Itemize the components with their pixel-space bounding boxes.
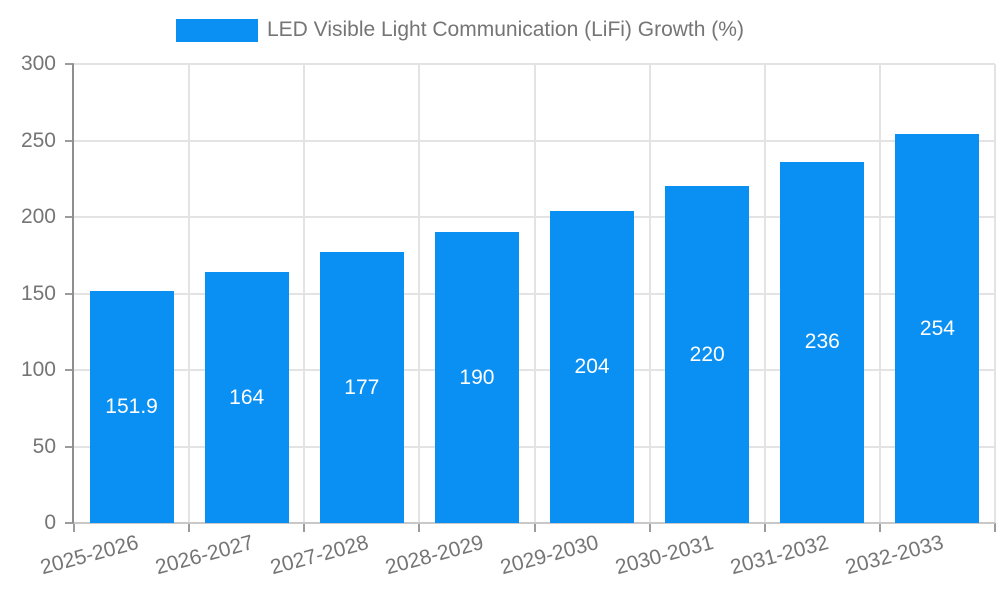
legend-label: LED Visible Light Communication (LiFi) G…	[267, 18, 744, 41]
y-axis-tick	[65, 522, 74, 524]
x-axis-tick	[73, 523, 75, 532]
x-tick-label: 2025-2026	[37, 531, 141, 580]
bar-value-label: 220	[689, 342, 725, 366]
x-tick-label: 2028-2029	[382, 531, 486, 580]
gridline-vertical	[418, 64, 421, 523]
x-tick-label: 2032-2033	[843, 531, 947, 580]
y-axis-tick	[65, 63, 74, 65]
bar-value-label: 254	[919, 316, 955, 340]
x-axis-tick	[303, 523, 306, 532]
x-axis-tick	[418, 523, 421, 532]
bar	[89, 290, 174, 523]
legend-swatch-icon	[176, 18, 258, 42]
bar-value-label: 236	[804, 330, 840, 354]
gridline-vertical	[303, 64, 306, 523]
y-axis-tick	[65, 216, 74, 218]
x-axis-tick	[648, 523, 651, 532]
y-axis-tick	[65, 292, 74, 295]
y-tick-label: 150	[20, 281, 56, 305]
y-tick-label: 200	[20, 205, 56, 228]
y-axis-tick	[65, 139, 74, 142]
y-tick-label: 300	[20, 52, 56, 75]
x-axis-tick	[188, 523, 191, 532]
bar-value-label: 177	[344, 375, 380, 399]
x-axis-line	[74, 522, 995, 524]
gridline-vertical	[994, 64, 996, 523]
bar-value-label: 151.9	[105, 394, 158, 418]
bar	[550, 210, 635, 523]
x-axis-tick	[763, 523, 766, 532]
bar	[895, 134, 980, 523]
x-tick-label: 2029-2030	[498, 531, 602, 580]
y-axis-tick	[65, 445, 74, 448]
bar-value-label: 164	[229, 385, 265, 409]
gridline-vertical	[878, 64, 881, 523]
gridline-vertical	[533, 64, 536, 523]
bar-value-label: 190	[459, 365, 495, 389]
y-axis-tick	[65, 369, 74, 371]
legend-item[interactable]: LED Visible Light Communication (LiFi) G…	[176, 18, 744, 42]
y-tick-label: 50	[32, 434, 56, 458]
x-axis-tick	[533, 523, 536, 532]
gridline-vertical	[763, 64, 766, 523]
x-tick-label: 2031-2032	[728, 531, 832, 580]
x-axis-tick	[994, 523, 996, 532]
y-tick-label: 250	[20, 128, 56, 152]
bar	[204, 272, 289, 523]
bar-value-label: 204	[574, 354, 610, 378]
bar	[665, 186, 750, 523]
bar	[434, 232, 519, 523]
x-axis-tick	[878, 523, 881, 532]
x-tick-label: 2027-2028	[267, 531, 371, 580]
y-tick-label: 100	[20, 358, 56, 381]
x-tick-label: 2026-2027	[152, 531, 256, 580]
bar	[780, 161, 865, 523]
y-tick-label: 0	[44, 511, 56, 534]
x-tick-label: 2030-2031	[613, 531, 717, 580]
gridline-vertical	[188, 64, 191, 523]
y-axis-line	[72, 64, 74, 523]
gridline-vertical	[648, 64, 651, 523]
bar	[319, 252, 404, 523]
